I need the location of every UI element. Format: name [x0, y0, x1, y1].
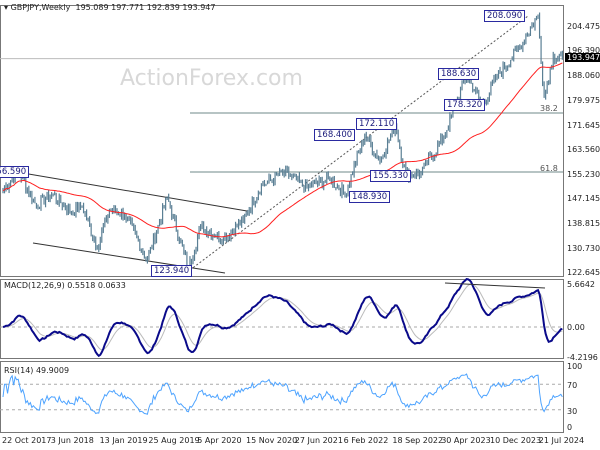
y-tick: 179.975 [567, 95, 600, 105]
low-value: 192.839 [146, 3, 180, 12]
y-tick: 188.060 [567, 71, 600, 81]
x-tick: 10 Dec 2023 [490, 436, 542, 445]
x-tick: 5 Apr 2020 [197, 436, 242, 445]
macd-signal-line [2, 283, 563, 351]
channel-upper [4, 169, 248, 212]
label-123: 123.940 [151, 265, 193, 277]
y-tick: 155.230 [567, 170, 600, 180]
y-tick: 204.475 [567, 22, 600, 31]
x-tick: 25 Aug 2019 [148, 436, 200, 445]
macd-tick: 5.6642 [567, 280, 595, 289]
label-high: 208.090 [484, 10, 526, 22]
rsi-tick: 70 [567, 381, 578, 390]
y-tick: 163.560 [567, 144, 600, 154]
x-tick: 18 Sep 2022 [392, 436, 444, 445]
y-tick: 130.730 [567, 243, 600, 253]
moving-average-line [2, 62, 563, 238]
fib-382-label: 38.2 [540, 104, 558, 113]
trend-projection [189, 15, 529, 271]
label-178: 178.320 [444, 99, 486, 111]
open-value: 195.089 [75, 3, 109, 12]
x-tick: 13 Jan 2019 [99, 436, 148, 445]
macd-divergence-line [444, 282, 546, 289]
rsi-line [2, 373, 563, 415]
symbol: GBPJPY,Weekly [10, 3, 71, 12]
current-price-tag: 193.947 [565, 53, 600, 62]
macd-line [2, 277, 563, 358]
y-tick: 171.645 [567, 120, 600, 130]
label-156: 156.590 [0, 166, 30, 178]
label-188: 188.630 [438, 68, 480, 80]
x-tick: 27 Jun 2021 [294, 436, 343, 445]
x-tick: 15 Nov 2020 [246, 436, 298, 445]
y-tick: 122.645 [567, 267, 600, 277]
label-168: 168.400 [314, 129, 356, 141]
rsi-panel [0, 361, 564, 433]
price-panel [0, 5, 564, 277]
macd-tick: 0.00 [567, 323, 585, 332]
y-tick: 138.815 [567, 219, 600, 229]
high-value: 197.771 [111, 3, 145, 12]
x-tick: 6 Feb 2022 [343, 436, 389, 445]
label-172: 172.110 [356, 118, 398, 130]
close-value: 193.947 [182, 3, 216, 12]
rsi-tick: 30 [567, 407, 578, 416]
fib-618-label: 61.8 [540, 164, 558, 173]
rsi-tick: 0 [567, 423, 573, 432]
x-tick: 22 Oct 2017 [2, 436, 52, 445]
rsi-tick: 100 [567, 362, 583, 371]
label-148: 148.930 [349, 191, 391, 203]
rsi-title: RSI(14) 49.9009 [4, 366, 70, 375]
x-tick: 21 Jul 2024 [538, 436, 585, 445]
x-tick: 30 Apr 2023 [441, 436, 491, 445]
y-tick: 147.145 [567, 194, 600, 204]
macd-panel [0, 279, 564, 359]
label-155: 155.330 [370, 170, 412, 182]
chart-title: ▾ GBPJPY,Weekly 195.089 197.771 192.839 … [4, 3, 216, 12]
macd-title: MACD(12,26,9) 0.5518 0.0633 [4, 281, 126, 290]
watermark: ActionForex.com [120, 66, 303, 91]
x-tick: 3 Jun 2018 [50, 436, 94, 445]
channel-lower [32, 242, 226, 274]
y-tick: 196.390 [567, 46, 600, 56]
macd-tick: -4.2196 [567, 353, 598, 362]
